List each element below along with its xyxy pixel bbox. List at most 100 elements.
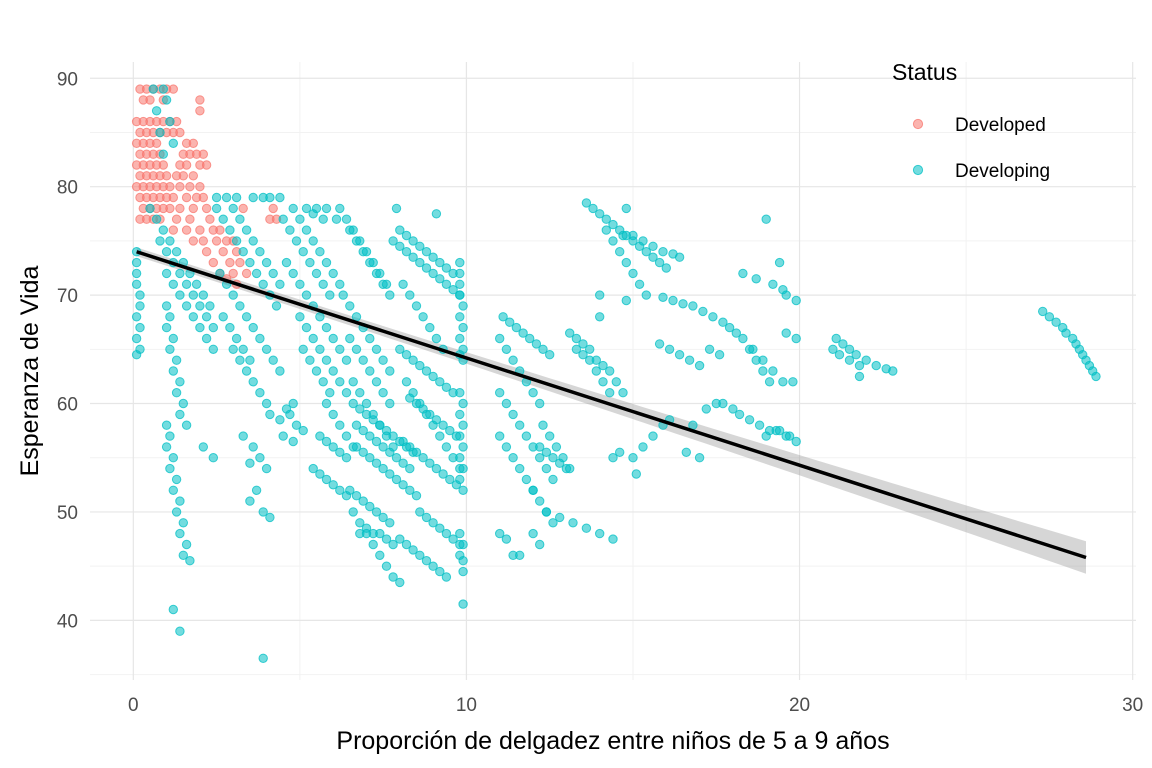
data-point-developing: [265, 512, 275, 523]
data-point-developing: [318, 279, 328, 289]
data-point-developing: [235, 214, 245, 224]
data-point-developing: [408, 355, 418, 365]
data-point-developing: [301, 225, 312, 235]
data-point-developing: [308, 333, 318, 344]
data-point-developing: [435, 566, 445, 577]
data-point-developing: [368, 539, 378, 550]
data-point-developing: [458, 463, 468, 474]
data-point-developed: [181, 225, 192, 235]
data-point-developing: [308, 236, 318, 246]
data-point-developing: [335, 279, 345, 289]
points-layer: [131, 84, 1101, 663]
data-point-developing: [398, 480, 408, 490]
data-point-developing: [358, 496, 368, 506]
data-point-developing: [838, 339, 848, 349]
data-point-developing: [388, 539, 398, 550]
data-point-developing: [658, 292, 668, 302]
data-point-developing: [218, 214, 228, 224]
data-point-developing: [1091, 371, 1101, 382]
data-point-developing: [131, 333, 142, 344]
data-point-developed: [175, 127, 185, 138]
data-point-developing: [251, 485, 262, 495]
data-point-developing: [231, 333, 242, 344]
data-point-developing: [455, 528, 465, 539]
data-point-developing: [555, 458, 565, 468]
data-point-developing: [155, 127, 165, 138]
data-point-developing: [401, 350, 412, 360]
data-point-developing: [175, 626, 185, 636]
data-point-developing: [515, 463, 525, 474]
data-point-developing: [331, 214, 342, 224]
x-tick-label: 30: [1122, 695, 1143, 716]
data-point-developing: [585, 344, 595, 354]
data-point-developing: [371, 507, 382, 517]
data-point-developing: [778, 285, 788, 295]
data-point-developing: [455, 279, 465, 289]
data-point-developing: [175, 377, 185, 387]
data-point-developing: [535, 398, 545, 409]
data-point-developing: [724, 322, 735, 333]
data-point-developing: [428, 371, 438, 382]
data-point-developing: [844, 344, 855, 354]
data-point-developing: [418, 453, 428, 463]
data-point-developing: [385, 290, 395, 300]
data-point-developing: [668, 295, 678, 306]
data-point-developing: [1038, 306, 1048, 317]
data-point-developing: [495, 431, 505, 441]
data-point-developing: [228, 344, 238, 354]
data-point-developing: [355, 404, 365, 414]
data-point-developed: [178, 171, 189, 181]
data-point-developing: [401, 539, 412, 550]
data-point-developing: [168, 453, 179, 463]
data-point-developing: [704, 344, 715, 354]
data-point-developing: [151, 214, 162, 224]
data-point-developing: [458, 566, 468, 577]
data-point-developing: [355, 518, 365, 528]
data-point-developing: [165, 344, 175, 354]
data-point-developing: [378, 442, 388, 452]
legend-key-developed: [912, 118, 924, 130]
data-point-developing: [321, 322, 332, 333]
y-axis-title: Esperanza de Vida: [16, 266, 44, 477]
data-point-developing: [261, 257, 272, 268]
data-point-developing: [285, 225, 295, 235]
data-point-developing: [291, 236, 302, 246]
data-point-developing: [441, 572, 452, 582]
data-point-developing: [714, 350, 725, 360]
data-point-developing: [155, 236, 165, 246]
data-point-developing: [728, 404, 738, 414]
data-point-developed: [228, 268, 238, 279]
data-point-developing: [308, 209, 318, 219]
trend-line: [136, 250, 1087, 560]
data-point-developing: [288, 203, 298, 214]
data-point-developing: [748, 344, 758, 354]
data-point-developed: [158, 160, 169, 170]
data-point-developing: [261, 344, 272, 354]
data-point-developed: [238, 203, 248, 214]
data-point-developing: [371, 344, 382, 354]
data-point-developing: [438, 420, 448, 430]
data-point-developing: [308, 463, 318, 474]
data-point-developing: [198, 442, 209, 452]
data-point-developing: [618, 388, 628, 398]
data-point-developing: [425, 322, 435, 333]
data-point-developed: [175, 203, 185, 214]
data-point-developing: [521, 431, 532, 441]
data-point-developing: [441, 382, 452, 392]
data-point-developing: [335, 203, 345, 214]
data-point-developing: [608, 236, 618, 246]
data-point-developing: [561, 463, 572, 474]
data-point-developed: [211, 236, 222, 246]
data-point-developing: [831, 333, 841, 344]
data-point-developing: [355, 388, 365, 398]
data-point-developing: [601, 214, 611, 224]
data-point-developing: [131, 312, 142, 322]
data-point-developing: [608, 534, 618, 544]
data-point-developing: [701, 404, 711, 414]
data-point-developing: [528, 528, 538, 539]
data-point-developed: [151, 138, 162, 149]
data-point-developing: [258, 653, 268, 663]
data-point-developing: [351, 312, 362, 322]
data-point-developing: [315, 344, 325, 354]
data-point-developing: [684, 355, 695, 365]
